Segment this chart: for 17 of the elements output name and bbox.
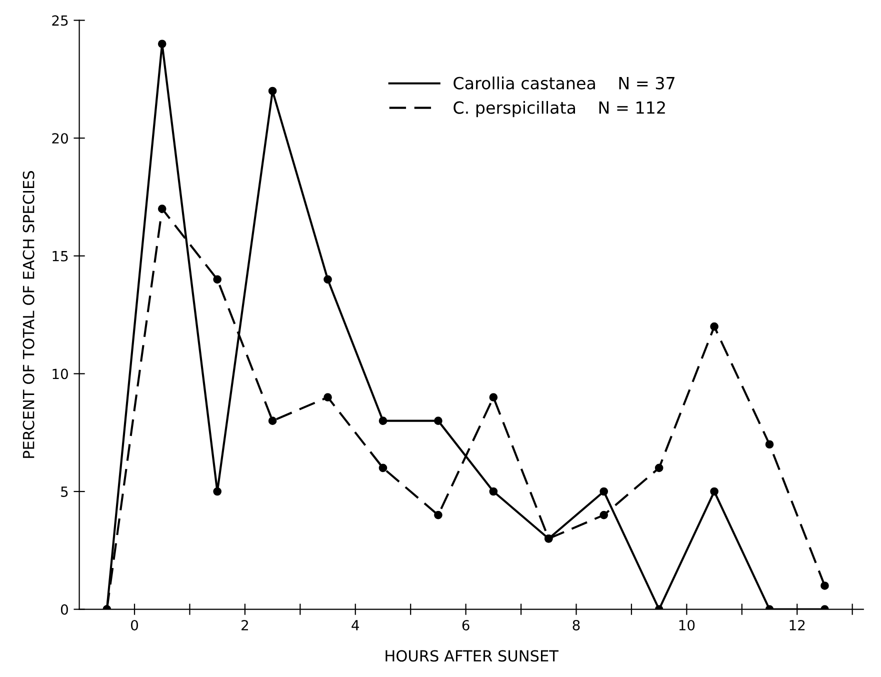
y-tick-label: 20 — [52, 133, 68, 144]
x-tick-label: 6 — [462, 620, 470, 630]
x-tick-label: 0 — [131, 620, 138, 630]
y-tick-label: 5 — [61, 486, 68, 497]
legend-label: C. perspicillata N = 112 — [454, 101, 665, 118]
y-tick-label: 15 — [52, 251, 68, 262]
x-tick-label: 8 — [572, 620, 580, 630]
y-axis-title: PERCENT OF TOTAL OF EACH SPECIES — [22, 171, 34, 458]
x-tick-label: 12 — [790, 620, 805, 630]
y-tick-label: 10 — [52, 368, 68, 380]
x-tick-label: 2 — [242, 620, 248, 630]
y-tick-label: 0 — [60, 604, 68, 615]
x-tick-label: 10 — [679, 620, 695, 630]
legend-label: Carollia castanea N = 37 — [454, 76, 674, 90]
x-axis-title: HOURS AFTER SUNSET — [386, 650, 559, 662]
x-tick-label: 4 — [352, 620, 360, 630]
y-tick-label: 25 — [52, 15, 68, 26]
